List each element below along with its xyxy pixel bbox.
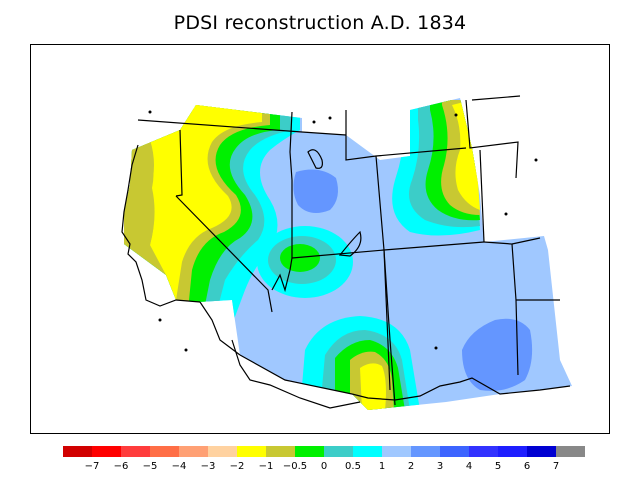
legend-tick-label: −5	[143, 461, 158, 472]
canada-border	[137, 119, 347, 136]
island-3	[328, 116, 332, 120]
nevada-california-line	[175, 195, 273, 313]
legend-tick-labels: −7 −6 −5 −4 −3 −2 −1 −0.5 0 0.5 1 2 3 4 5 6 7	[85, 461, 560, 472]
legend-tick-label: 5	[495, 461, 501, 472]
legend-tick-label: 0.5	[345, 461, 361, 472]
kansas-line	[511, 237, 541, 245]
mexico-coast	[231, 339, 361, 409]
map-title: PDSI reconstruction A.D. 1834	[173, 12, 467, 34]
legend-tick-label: 4	[466, 461, 472, 472]
legend-swatches	[63, 446, 585, 457]
legend-swatch	[150, 446, 179, 457]
island-9	[184, 348, 188, 352]
lake-outline	[338, 230, 362, 257]
legend-swatch	[324, 446, 353, 457]
island-6	[534, 158, 538, 162]
map-panel	[30, 44, 610, 434]
baja-coast	[199, 301, 241, 356]
island-8	[158, 318, 162, 322]
legend-tick-label: −7	[85, 461, 100, 472]
us-mexico-border	[239, 354, 571, 401]
legend-swatch	[498, 446, 527, 457]
great-salt-lake	[307, 149, 323, 169]
islands	[148, 110, 538, 352]
legend-swatch	[92, 446, 121, 457]
legend-swatch	[121, 446, 150, 457]
legend-tick-label: 2	[408, 461, 414, 472]
island-5	[504, 212, 508, 216]
legend-tick-label: −2	[230, 461, 245, 472]
legend-swatch	[382, 446, 411, 457]
wyoming-border-north	[345, 110, 467, 161]
legend-tick-label: −0.5	[283, 461, 307, 472]
colorado-northern-line	[479, 149, 485, 243]
legend-swatch	[237, 446, 266, 457]
central-near-normal-blob	[280, 244, 320, 272]
legend-swatch	[440, 446, 469, 457]
nebraska-line	[471, 95, 521, 101]
legend-tick-label: 0	[321, 461, 327, 472]
legend-swatch	[469, 446, 498, 457]
color-legend: −7 −6 −5 −4 −3 −2 −1 −0.5 0 0.5 1 2 3 4 5 6 7	[63, 446, 585, 472]
legend-tick-label: −1	[259, 461, 274, 472]
legend-swatch	[179, 446, 208, 457]
island-1	[148, 110, 152, 114]
legend-tick-label: 1	[379, 461, 385, 472]
legend-tick-label: 7	[553, 461, 559, 472]
legend-tick-label: 6	[524, 461, 530, 472]
island-7	[434, 346, 438, 350]
legend-swatch	[295, 446, 324, 457]
west-coastline	[121, 144, 201, 307]
legend-swatch	[266, 446, 295, 457]
texas-panhandle-line	[483, 241, 519, 376]
nevada-utah-line	[271, 257, 293, 293]
legend-swatch	[527, 446, 556, 457]
southeast-very-moist-pocket	[462, 318, 533, 391]
legend-swatch	[208, 446, 237, 457]
legend-tick-label: −4	[172, 461, 187, 472]
legend-tick-label: −6	[114, 461, 129, 472]
legend-tick-label: −3	[201, 461, 216, 472]
west-very-dry-zone	[140, 98, 262, 300]
legend-tick-label: 3	[437, 461, 443, 472]
island-4	[454, 113, 458, 117]
legend-swatch	[63, 446, 92, 457]
coastline	[121, 144, 362, 307]
island-2	[312, 120, 316, 124]
legend-swatch	[556, 446, 585, 457]
legend-swatch	[411, 446, 440, 457]
dakota-line	[465, 99, 519, 179]
south-very-dry-core	[360, 363, 386, 410]
oregon-idaho-line	[175, 129, 183, 197]
political-borders	[137, 95, 571, 409]
idaho-montana-line	[289, 111, 293, 258]
legend-swatch	[353, 446, 382, 457]
north-very-moist-pocket	[293, 169, 338, 214]
new-mexico-east-line	[383, 249, 396, 406]
